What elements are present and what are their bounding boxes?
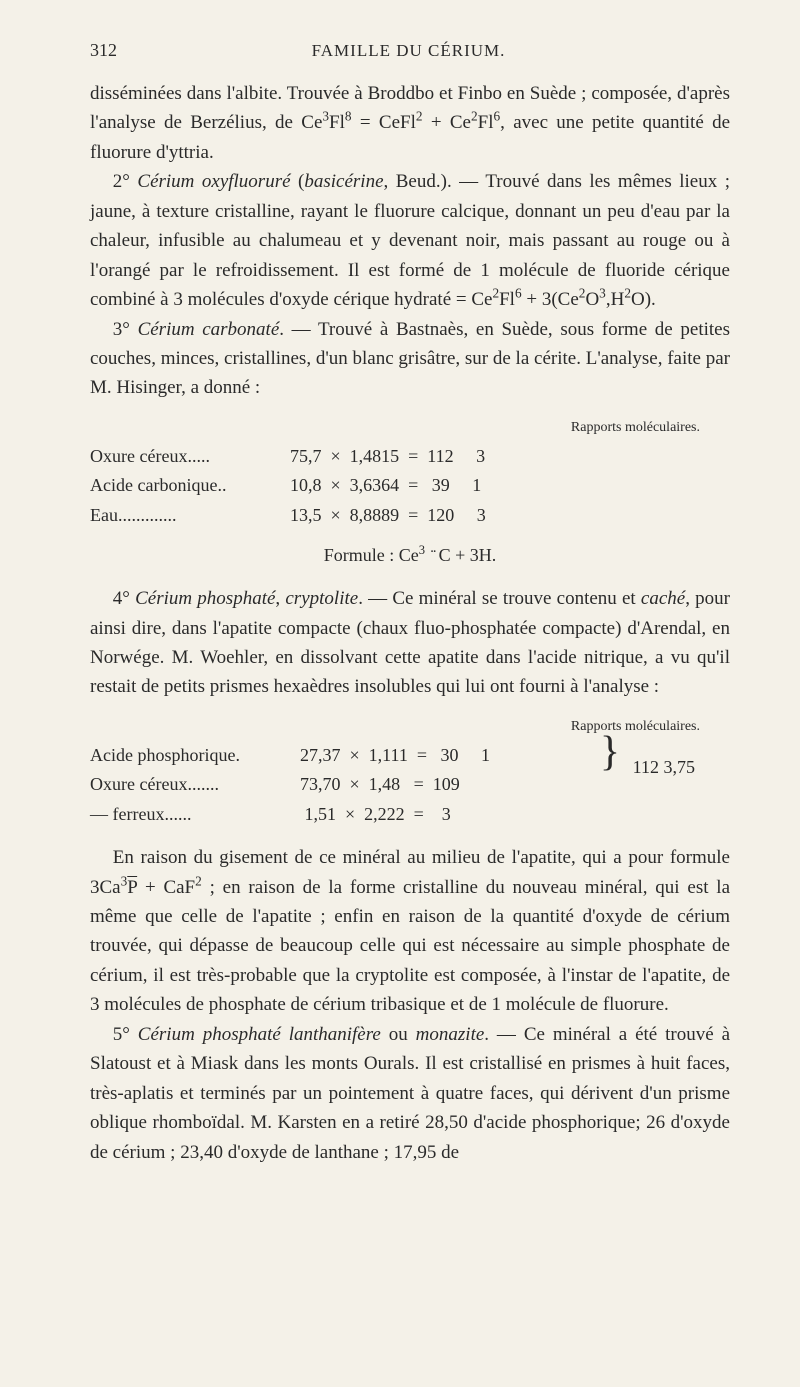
text: ou — [381, 1024, 416, 1045]
ratio-label: Eau............. — [90, 502, 290, 530]
sup: 2 — [471, 109, 478, 124]
text: Formule : Ce — [324, 545, 419, 565]
sup: 3 — [419, 543, 425, 557]
text: + CaF — [137, 877, 195, 898]
para-5: En raison du gisement de ce minéral au m… — [90, 843, 730, 1020]
sup: 2 — [624, 286, 631, 301]
em: Cérium oxyfluoruré — [137, 171, 290, 192]
ratio-row: Oxure céreux..... 75,7 × 1,4815 = 112 3 — [90, 443, 730, 471]
sup: 2 — [579, 286, 586, 301]
sup: 8 — [345, 109, 352, 124]
page-number: 312 — [90, 40, 117, 61]
header: 312 FAMILLE DU CÉRIUM. — [90, 40, 730, 61]
text: + Ce — [423, 112, 471, 133]
em: Cérium carbonaté — [138, 319, 280, 340]
ratio-values: 13,5 × 8,8889 = 120 3 — [290, 502, 730, 530]
ratio-row: Acide carbonique.. 10,8 × 3,6364 = 39 1 — [90, 472, 730, 500]
para-4: 4° Cérium phosphaté, cryptolite. — Ce mi… — [90, 584, 730, 702]
para-2: 2° Cérium oxyfluoruré (basicérine, Beud.… — [90, 167, 730, 314]
sup: 2 — [195, 873, 202, 888]
ratio-values: 75,7 × 1,4815 = 112 3 — [290, 443, 730, 471]
ratio-table-2: Rapports moléculaires. Acide phosphoriqu… — [90, 716, 730, 829]
para-1: disséminées dans l'albite. Trouvée à Bro… — [90, 79, 730, 167]
ratio-table-1: Rapports moléculaires. Oxure céreux.....… — [90, 417, 730, 530]
em: cryptolite — [285, 588, 358, 609]
ratio-row: — ferreux...... 1,51 × 2,222 = 3 — [90, 801, 730, 829]
para-6: 5° Cérium phosphaté lanthanifère ou mona… — [90, 1020, 730, 1167]
text: ( — [291, 171, 305, 192]
ratio-header: Rapports moléculaires. — [90, 417, 730, 439]
overline-p: P — [127, 877, 137, 898]
ratio-label: — ferreux...... — [90, 801, 300, 829]
ratio-values: 1,51 × 2,222 = 3 — [300, 801, 730, 829]
brace-value: 112 3,75 — [633, 754, 695, 782]
em: Cérium phosphaté lanthanifère — [138, 1024, 381, 1045]
ratio-row: Eau............. 13,5 × 8,8889 = 120 3 — [90, 502, 730, 530]
text: . — Ce minéral se trouve contenu et — [358, 588, 641, 609]
ratio-label: Acide phosphorique. — [90, 742, 300, 770]
sup: 2 — [492, 286, 499, 301]
em: caché — [641, 588, 685, 609]
text: , — [275, 588, 285, 609]
text: 5° — [113, 1024, 138, 1045]
ratio-values: 10,8 × 3,6364 = 39 1 — [290, 472, 730, 500]
text: C + 3H. — [434, 545, 496, 565]
text: O). — [631, 289, 656, 310]
formula-1: Formule : Ce3 C + 3H. — [90, 542, 730, 570]
sup: 3 — [322, 109, 329, 124]
text: = CeFl — [352, 112, 416, 133]
text: + 3(Ce — [522, 289, 579, 310]
sup: 3 — [599, 286, 606, 301]
text: 4° — [113, 588, 135, 609]
text: 2° — [113, 171, 138, 192]
sup: 2 — [416, 109, 423, 124]
ratio-label: Acide carbonique.. — [90, 472, 290, 500]
sup: 6 — [515, 286, 522, 301]
ratio-label: Oxure céreux....... — [90, 771, 300, 799]
em: monazite — [416, 1024, 485, 1045]
text: ,H — [606, 289, 624, 310]
page: 312 FAMILLE DU CÉRIUM. disséminées dans … — [0, 0, 800, 1387]
ratio-header: Rapports moléculaires. — [90, 716, 730, 738]
body: disséminées dans l'albite. Trouvée à Bro… — [90, 79, 730, 1167]
text: 3° — [113, 319, 138, 340]
curly-brace-icon: } — [600, 740, 620, 765]
ratio-label: Oxure céreux..... — [90, 443, 290, 471]
para-3: 3° Cérium carbonaté. — Trouvé à Bastnaès… — [90, 315, 730, 403]
carbon-dotted — [430, 545, 435, 565]
running-title: FAMILLE DU CÉRIUM. — [117, 41, 700, 61]
em: Cérium phosphaté — [135, 588, 275, 609]
em: basicérine — [304, 171, 383, 192]
